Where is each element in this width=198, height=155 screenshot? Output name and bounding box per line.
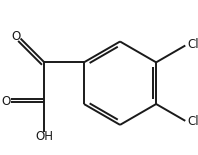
Text: Cl: Cl xyxy=(187,115,198,128)
Text: O: O xyxy=(11,30,20,43)
Text: OH: OH xyxy=(35,130,53,143)
Text: Cl: Cl xyxy=(187,38,198,51)
Text: O: O xyxy=(1,95,10,108)
